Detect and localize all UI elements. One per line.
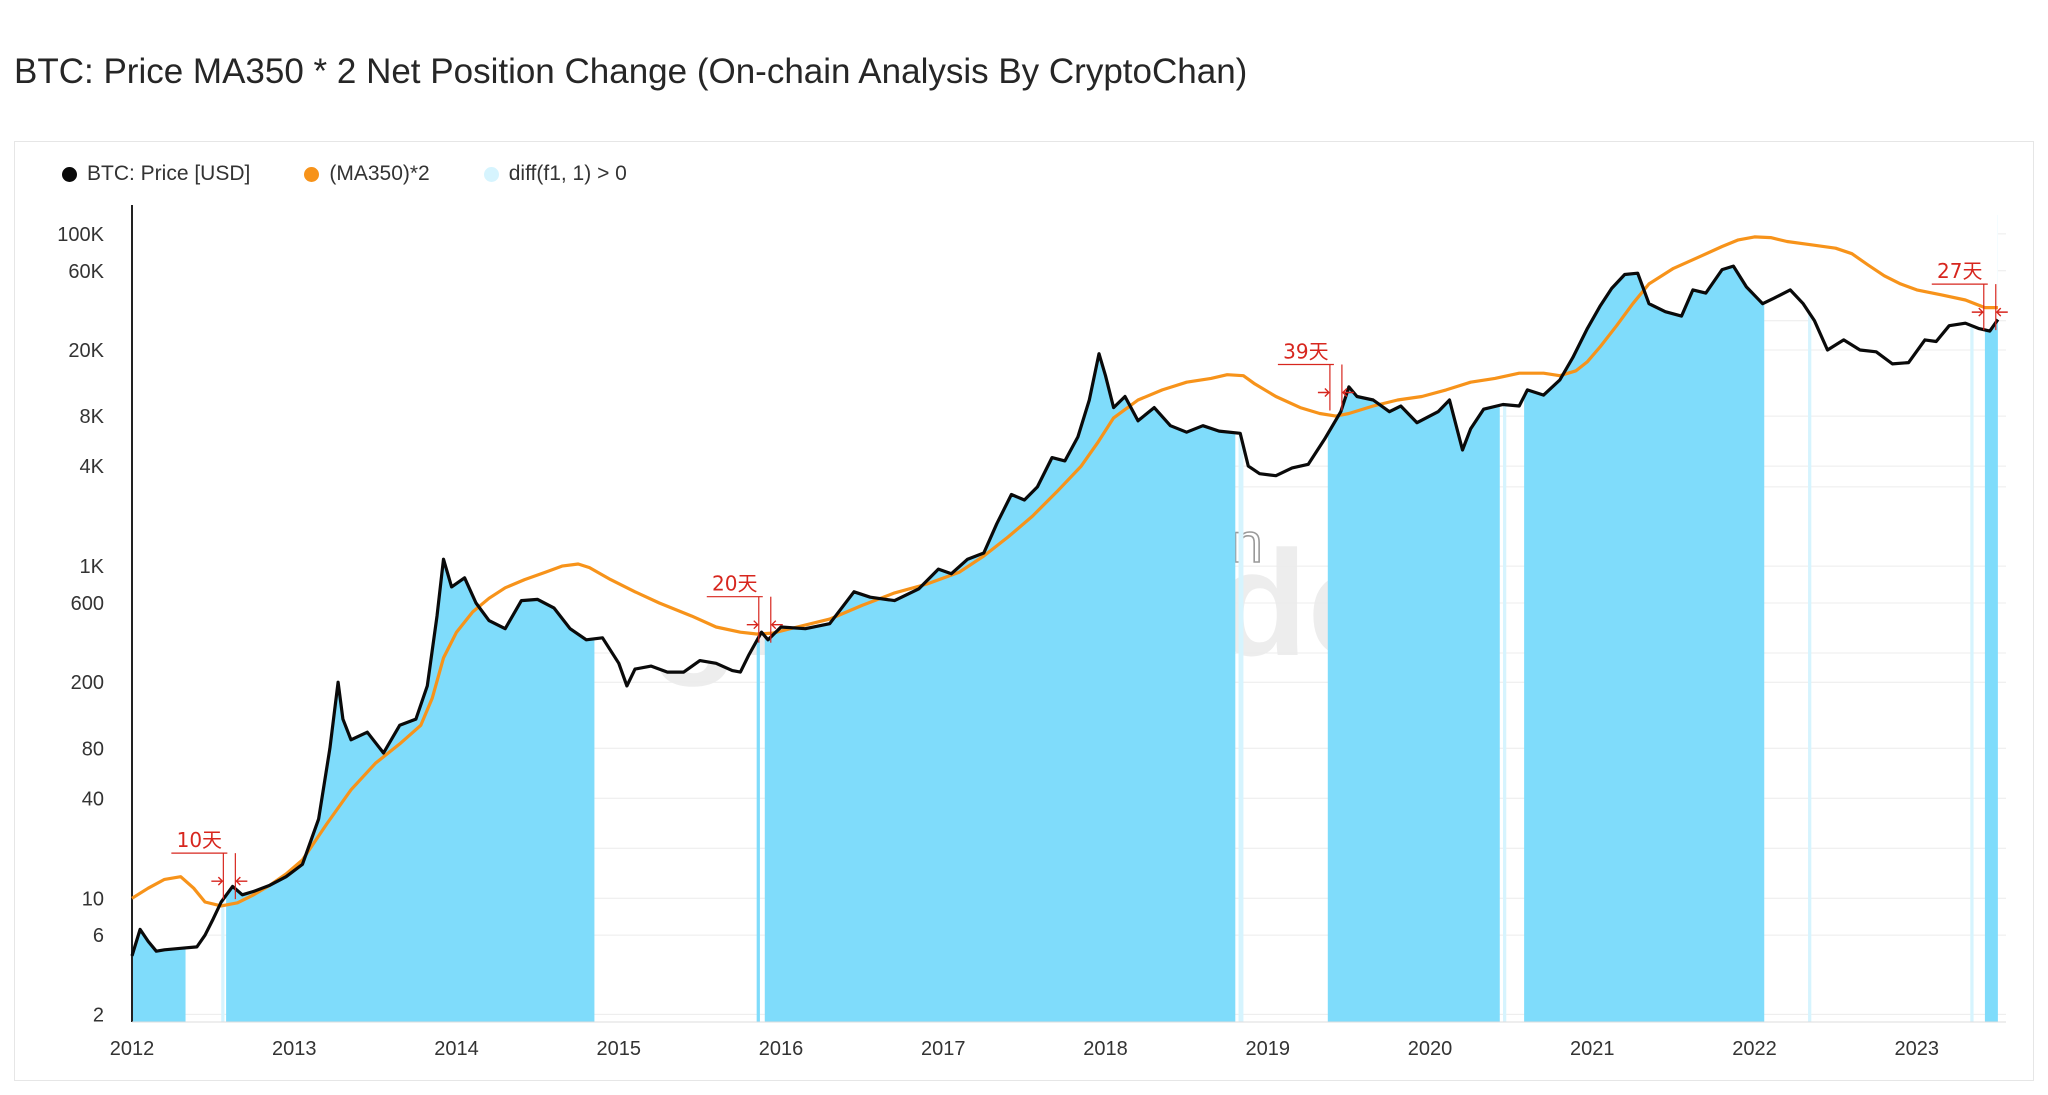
annotation-label-2: 39天 <box>1283 340 1328 364</box>
shaded-periods <box>132 215 1998 1022</box>
y-tick-label-40: 40 <box>82 788 104 810</box>
shaded-period-7 <box>1503 215 1507 1022</box>
annotation-label-0: 10天 <box>177 828 222 852</box>
annotation-1: 20天 <box>706 572 783 643</box>
shaded-period-5 <box>1238 215 1244 1022</box>
legend-label-diff: diff(f1, 1) > 0 <box>508 162 627 185</box>
y-tick-label-2: 2 <box>93 1004 104 1026</box>
legend-dot-ma-icon <box>304 166 320 182</box>
shade-mask <box>132 215 1998 956</box>
annotation-arrow-right-icon <box>1995 307 2008 317</box>
y-tick-label-10: 10 <box>82 888 104 910</box>
y-tick-label-80: 80 <box>82 738 104 760</box>
page-title: BTC: Price MA350 * 2 Net Position Change… <box>14 52 1248 91</box>
x-tick-label-2023: 2023 <box>1895 1038 1940 1060</box>
y-tick-label-1k: 1K <box>80 556 105 578</box>
series-line-ma350-2[interactable] <box>131 235 1998 908</box>
annotation-label-3: 27天 <box>1937 259 1982 283</box>
chart-legend: BTC: Price [USD] (MA350)*2 diff(f1, 1) >… <box>62 162 627 186</box>
x-tick-label-2012: 2012 <box>110 1038 155 1060</box>
legend-label-ma: (MA350)*2 <box>329 162 430 185</box>
x-tick-label-2015: 2015 <box>597 1038 642 1060</box>
annotation-arrow-left-icon <box>211 876 224 886</box>
annotation-3: 27天 <box>1931 259 2008 331</box>
y-tick-label-8k: 8K <box>80 406 105 428</box>
legend-item-ma[interactable]: (MA350)*2 <box>304 162 430 186</box>
annotation-arrow-left-icon <box>1317 388 1330 397</box>
x-tick-label-2022: 2022 <box>1732 1038 1777 1060</box>
x-tick-label-2020: 2020 <box>1408 1038 1453 1060</box>
legend-dot-diff-icon <box>483 166 499 182</box>
annotations: 10天 20天 39天 27天 <box>171 259 2008 900</box>
legend-dot-price-icon <box>62 166 77 182</box>
chart-frame <box>14 141 2034 1081</box>
annotation-0: 10天 <box>171 828 248 900</box>
x-tick-label-2019: 2019 <box>1246 1038 1291 1060</box>
x-tick-label-2016: 2016 <box>759 1038 804 1060</box>
annotation-arrow-right-icon <box>1341 388 1354 397</box>
annotation-arrow-left-icon <box>746 620 759 630</box>
shaded-period-9 <box>1808 215 1812 1022</box>
legend-label-price: BTC: Price [USD] <box>87 162 251 185</box>
y-tick-label-6: 6 <box>93 925 104 947</box>
axes: 100K 60K 20K 8K 4K 1K 600 200 80 40 10 6 2 2012 2013 20… <box>57 205 2006 1060</box>
x-tick-label-2014: 2014 <box>434 1038 479 1060</box>
shaded-period-10 <box>1970 215 1974 1022</box>
shaded-period-11 <box>1984 215 1998 1022</box>
y-tick-label-4k: 4K <box>80 456 105 478</box>
y-tick-label-20k: 20K <box>68 340 104 362</box>
y-tick-label-100k: 100K <box>57 224 104 246</box>
series-line-btc-price-usd[interactable] <box>130 264 2000 957</box>
legend-item-diff[interactable]: diff(f1, 1) > 0 <box>483 162 627 186</box>
legend-item-price[interactable]: BTC: Price [USD] <box>62 162 250 186</box>
annotation-arrow-right-icon <box>770 620 783 630</box>
x-tick-label-2021: 2021 <box>1570 1038 1615 1060</box>
y-tick-label-60k: 60K <box>68 261 104 283</box>
x-tick-label-2017: 2017 <box>921 1038 966 1060</box>
x-tick-label-2018: 2018 <box>1083 1038 1128 1060</box>
annotation-arrow-left-icon <box>1971 307 1984 317</box>
annotation-arrow-right-icon <box>235 876 248 886</box>
y-tick-label-200: 200 <box>71 672 104 694</box>
annotation-label-1: 20天 <box>712 572 757 596</box>
series-lines <box>130 235 2000 957</box>
y-tick-label-600: 600 <box>71 593 104 615</box>
x-tick-label-2013: 2013 <box>272 1038 317 1060</box>
annotation-2: 39天 <box>1277 340 1354 411</box>
